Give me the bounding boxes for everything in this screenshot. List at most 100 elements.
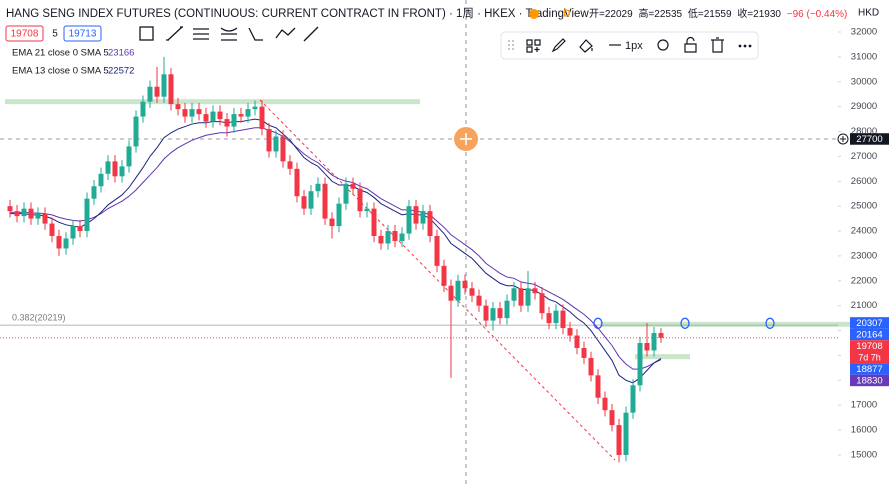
price-tag [850, 133, 889, 145]
buy-box[interactable] [63, 25, 102, 42]
tool-channel[interactable] [220, 27, 238, 41]
tool-fib[interactable] [193, 28, 209, 40]
y-tick-label: 17000 [851, 400, 877, 411]
candle-body [7, 206, 13, 212]
tool-trend[interactable] [166, 26, 183, 41]
ohlc-high: 高=22535 [638, 7, 682, 20]
more-button[interactable] [738, 44, 752, 48]
candle-body [63, 238, 69, 249]
sell-box[interactable] [5, 25, 44, 42]
candle-body [441, 265, 447, 286]
candle-body [357, 188, 363, 212]
floating-toolbar: 1px [500, 31, 759, 60]
ohlc-open: 开=22029 [589, 9, 633, 20]
y-tick-label: 28000 [851, 126, 877, 137]
candle-body [14, 211, 20, 217]
y-tick-label: 22000 [851, 275, 877, 286]
candle-body [483, 305, 489, 321]
candle-body [28, 208, 34, 219]
tool-path[interactable] [248, 27, 263, 41]
candle-body [420, 211, 426, 224]
fill-button[interactable] [579, 39, 593, 53]
candle-body [392, 231, 398, 241]
y-tick-label: 16000 [851, 425, 877, 436]
candle-body [476, 295, 482, 306]
candle-body [147, 86, 153, 102]
indicator-legend[interactable]: EMA 21 close 0 SMA 5 [12, 48, 109, 59]
candle-body [399, 233, 405, 241]
price-tag [850, 363, 889, 375]
candle-body [126, 146, 132, 167]
candle-body [427, 211, 433, 237]
y-tick-label: 32000 [851, 27, 877, 38]
candle-body [49, 223, 55, 237]
candle-body [602, 397, 608, 411]
y-tick-label: 24000 [851, 226, 877, 237]
status-dot[interactable] [529, 9, 539, 19]
price-tag-label: 27700 [856, 134, 882, 145]
candle-body [105, 161, 111, 174]
data-badge[interactable]: D [563, 9, 570, 20]
candle-body [581, 347, 587, 358]
y-tick-label: 29000 [851, 101, 877, 112]
candle-body [42, 213, 48, 224]
candle-body [651, 333, 657, 351]
color-button[interactable] [551, 38, 566, 53]
settings-button[interactable] [657, 39, 669, 51]
price-tag [850, 328, 889, 341]
symbol-title[interactable]: HANG SENG INDEX FUTURES (CONTINUOUS: CUR… [6, 7, 589, 20]
candle-body [532, 288, 538, 294]
drag-handle[interactable] [508, 40, 514, 50]
candle-body [329, 218, 335, 227]
candle-body [350, 183, 356, 189]
sell-price[interactable]: 19708 [11, 29, 39, 40]
indicator-legend[interactable]: EMA 13 close 0 SMA 5 [12, 66, 109, 77]
currency[interactable]: HKD [858, 8, 879, 19]
candle-body [35, 213, 41, 219]
price-tag-label: 18877 [856, 364, 882, 375]
buy-price[interactable]: 19713 [69, 29, 97, 40]
y-tick-label: 25000 [851, 201, 877, 212]
add-alert-icon [840, 135, 846, 142]
ohlc-close: 收=21930 [737, 7, 781, 20]
candle-body [511, 288, 517, 301]
candle-body [161, 74, 167, 97]
candle-body [525, 288, 531, 306]
tool-polyline[interactable] [275, 27, 296, 39]
candle-body [266, 129, 272, 152]
tool-line[interactable] [303, 26, 319, 42]
add-icon [460, 132, 472, 145]
candle-body [154, 86, 160, 97]
price-tag [850, 340, 889, 364]
candle-body [140, 101, 146, 117]
indicator-value: 22572 [108, 66, 134, 77]
y-tick-label: 21000 [851, 300, 877, 311]
candle-body [112, 161, 118, 177]
candle-body [315, 183, 321, 192]
candle-body [658, 333, 664, 338]
candle-body [70, 226, 76, 239]
candle-body [119, 166, 125, 177]
lock-button[interactable] [684, 36, 697, 53]
candle-body [434, 236, 440, 266]
candle-body [182, 109, 188, 117]
line-width[interactable]: 1px [625, 40, 643, 52]
price-tag-label: 19708 [856, 341, 882, 352]
indicator-value: 23166 [108, 48, 134, 59]
candle-body [469, 288, 475, 296]
y-tick-label: 27000 [851, 151, 877, 162]
candle-body [616, 425, 622, 455]
template-button[interactable] [526, 39, 541, 53]
price-tag [850, 374, 889, 387]
candle-body [84, 198, 90, 232]
candle-body [406, 206, 412, 234]
delete-button[interactable] [711, 37, 724, 53]
candle-body [245, 109, 251, 117]
y-tick-label: 31000 [851, 51, 877, 62]
countdown: 7d 7h [858, 352, 881, 362]
tool-rect[interactable] [139, 26, 154, 41]
y-tick-label: 23000 [851, 250, 877, 261]
candle-body [567, 328, 573, 336]
candle-body [308, 191, 314, 209]
